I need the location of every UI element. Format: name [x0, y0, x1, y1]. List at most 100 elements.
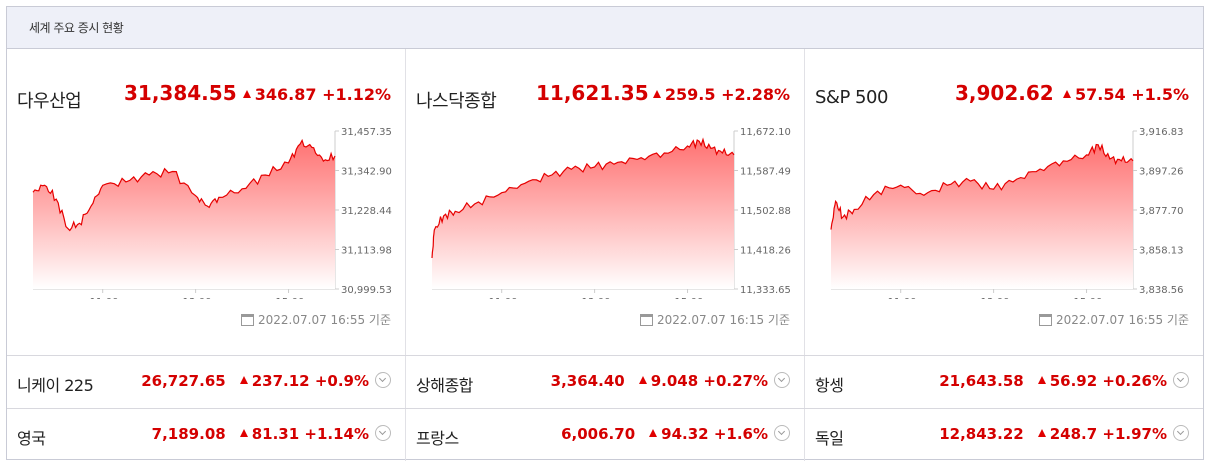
change-amount: 56.92	[1049, 372, 1098, 390]
x-tick-label: 13:00	[582, 297, 611, 299]
intraday-chart: 3,916.83 3,897.26 3,877.70 3,858.13 3,838.56…	[830, 127, 1184, 299]
index-cell-hangseng[interactable]: 항셍 21,643.58 56.92 +0.26%	[805, 356, 1203, 408]
index-quote: 3,364.40 9.048 +0.27%	[551, 372, 790, 390]
y-tick-label: 30,999.53	[341, 285, 392, 296]
series-line	[830, 143, 1134, 230]
panel-dow[interactable]: 다우산업 31,384.55 346.87 +1.12% 31,457.35 31…	[7, 49, 406, 355]
index-row: 니케이 225 26,727.65 237.12 +0.9% 상해종합 3,364…	[7, 355, 1203, 408]
index-quote: 6,006.70 94.32 +1.6%	[561, 425, 790, 443]
chart-panels: 다우산업 31,384.55 346.87 +1.12% 31,457.35 31…	[7, 49, 1203, 355]
expand-chevron-icon[interactable]	[774, 425, 790, 441]
change-percent: +1.6%	[713, 425, 768, 443]
index-name: 상해종합	[416, 376, 473, 395]
up-triangle-icon	[239, 429, 248, 437]
timestamp-text: 2022.07.07 16:15 기준	[657, 313, 790, 327]
up-triangle-icon	[652, 90, 661, 98]
y-tick-label: 3,858.13	[1139, 246, 1184, 257]
change-amount: 346.87	[254, 85, 317, 104]
series-line	[32, 138, 336, 232]
change-percent: +1.14%	[304, 425, 369, 443]
timestamp: 2022.07.07 16:55 기준	[241, 311, 391, 328]
x-tick-label: 13:00	[183, 297, 212, 299]
world-indices-widget: 세계 주요 증시 현황 다우산업 31,384.55 346.87 +1.12%…	[6, 6, 1204, 461]
change-amount: 81.31	[251, 425, 300, 443]
series-line	[431, 137, 735, 259]
change-amount: 57.54	[1075, 85, 1126, 104]
x-tick-label: 11:00	[90, 297, 119, 299]
expand-chevron-icon[interactable]	[1173, 372, 1189, 388]
index-quote: 12,843.22 248.7 +1.97%	[939, 425, 1189, 443]
calendar-icon	[1039, 314, 1052, 326]
panel-nasdaq[interactable]: 나스닥종합 11,621.35 259.5 +2.28% 11,672.10 11…	[406, 49, 805, 355]
y-tick-label: 11,333.65	[740, 285, 791, 296]
x-tick-label: 15:00	[675, 297, 704, 299]
expand-chevron-icon[interactable]	[774, 372, 790, 388]
index-change: 346.87 +1.12%	[242, 85, 391, 104]
expand-chevron-icon[interactable]	[375, 372, 391, 388]
change-percent: +0.9%	[314, 372, 369, 390]
index-row: 영국 7,189.08 81.31 +1.14% 프랑스 6,006.70 94.3…	[7, 408, 1203, 461]
x-tick-label: 11:00	[489, 297, 518, 299]
timestamp-text: 2022.07.07 16:55 기준	[1056, 313, 1189, 327]
y-tick-label: 11,418.26	[740, 246, 791, 257]
y-tick-label: 31,342.90	[341, 167, 392, 178]
index-name: 니케이 225	[17, 376, 94, 395]
y-tick-label: 11,502.88	[740, 206, 791, 217]
y-tick-label: 3,916.83	[1139, 127, 1184, 138]
index-cell-germany[interactable]: 독일 12,843.22 248.7 +1.97%	[805, 409, 1203, 461]
y-tick-label: 11,587.49	[740, 167, 791, 178]
series-area	[33, 140, 335, 289]
index-quote: 21,643.58 56.92 +0.26%	[939, 372, 1189, 390]
index-value: 7,189.08	[151, 425, 226, 443]
index-value: 11,621.35	[536, 81, 649, 105]
index-value: 26,727.65	[141, 372, 226, 390]
index-cell-uk[interactable]: 영국 7,189.08 81.31 +1.14%	[7, 409, 406, 461]
up-triangle-icon	[649, 429, 658, 437]
up-triangle-icon	[1037, 376, 1046, 384]
change-percent: +0.27%	[703, 372, 768, 390]
change-amount: 9.048	[650, 372, 699, 390]
index-value: 31,384.55	[124, 81, 237, 105]
index-value: 3,902.62	[955, 81, 1054, 105]
change-percent: +2.28%	[721, 85, 790, 104]
index-value: 21,643.58	[939, 372, 1024, 390]
change-percent: +1.5%	[1131, 85, 1189, 104]
calendar-icon	[640, 314, 653, 326]
y-tick-label: 3,877.70	[1139, 206, 1184, 217]
index-change: 57.54 +1.5%	[1063, 85, 1189, 104]
change-percent: +0.26%	[1102, 372, 1167, 390]
series-area	[432, 139, 734, 289]
up-triangle-icon	[242, 90, 251, 98]
change-percent: +1.12%	[322, 85, 391, 104]
index-cell-shanghai[interactable]: 상해종합 3,364.40 9.048 +0.27%	[406, 356, 805, 408]
widget-title: 세계 주요 증시 현황	[7, 7, 1203, 49]
index-name: 나스닥종합	[416, 91, 497, 112]
change-amount: 237.12	[251, 372, 310, 390]
index-cell-nikkei[interactable]: 니케이 225 26,727.65 237.12 +0.9%	[7, 356, 406, 408]
index-name: 프랑스	[416, 429, 459, 448]
x-tick-label: 15:00	[276, 297, 305, 299]
y-tick-label: 31,113.98	[341, 246, 392, 257]
panel-sp500[interactable]: S&P 500 3,902.62 57.54 +1.5% 3,916.83 3,8…	[805, 49, 1203, 355]
change-amount: 94.32	[661, 425, 709, 443]
expand-chevron-icon[interactable]	[1173, 425, 1189, 441]
x-tick-label: 11:00	[888, 297, 917, 299]
timestamp: 2022.07.07 16:15 기준	[640, 311, 790, 328]
y-tick-label: 3,897.26	[1139, 167, 1184, 178]
y-tick-label: 31,228.44	[341, 206, 392, 217]
index-name: 다우산업	[17, 91, 82, 112]
expand-chevron-icon[interactable]	[375, 425, 391, 441]
index-value: 12,843.22	[939, 425, 1024, 443]
calendar-icon	[241, 314, 254, 326]
y-tick-label: 3,838.56	[1139, 285, 1184, 296]
intraday-chart: 31,457.35 31,342.90 31,228.44 31,113.98 30,9…	[32, 127, 392, 299]
x-tick-label: 13:00	[981, 297, 1010, 299]
index-cell-france[interactable]: 프랑스 6,006.70 94.32 +1.6%	[406, 409, 805, 461]
up-triangle-icon	[1063, 90, 1072, 98]
index-rows: 니케이 225 26,727.65 237.12 +0.9% 상해종합 3,364…	[7, 355, 1203, 461]
index-value: 3,364.40	[550, 372, 625, 390]
timestamp-text: 2022.07.07 16:55 기준	[258, 313, 391, 327]
index-name: 항셍	[815, 376, 844, 395]
index-value: 6,006.70	[561, 425, 636, 443]
intraday-chart: 11,672.10 11,587.49 11,502.88 11,418.26 11,3…	[431, 127, 791, 299]
